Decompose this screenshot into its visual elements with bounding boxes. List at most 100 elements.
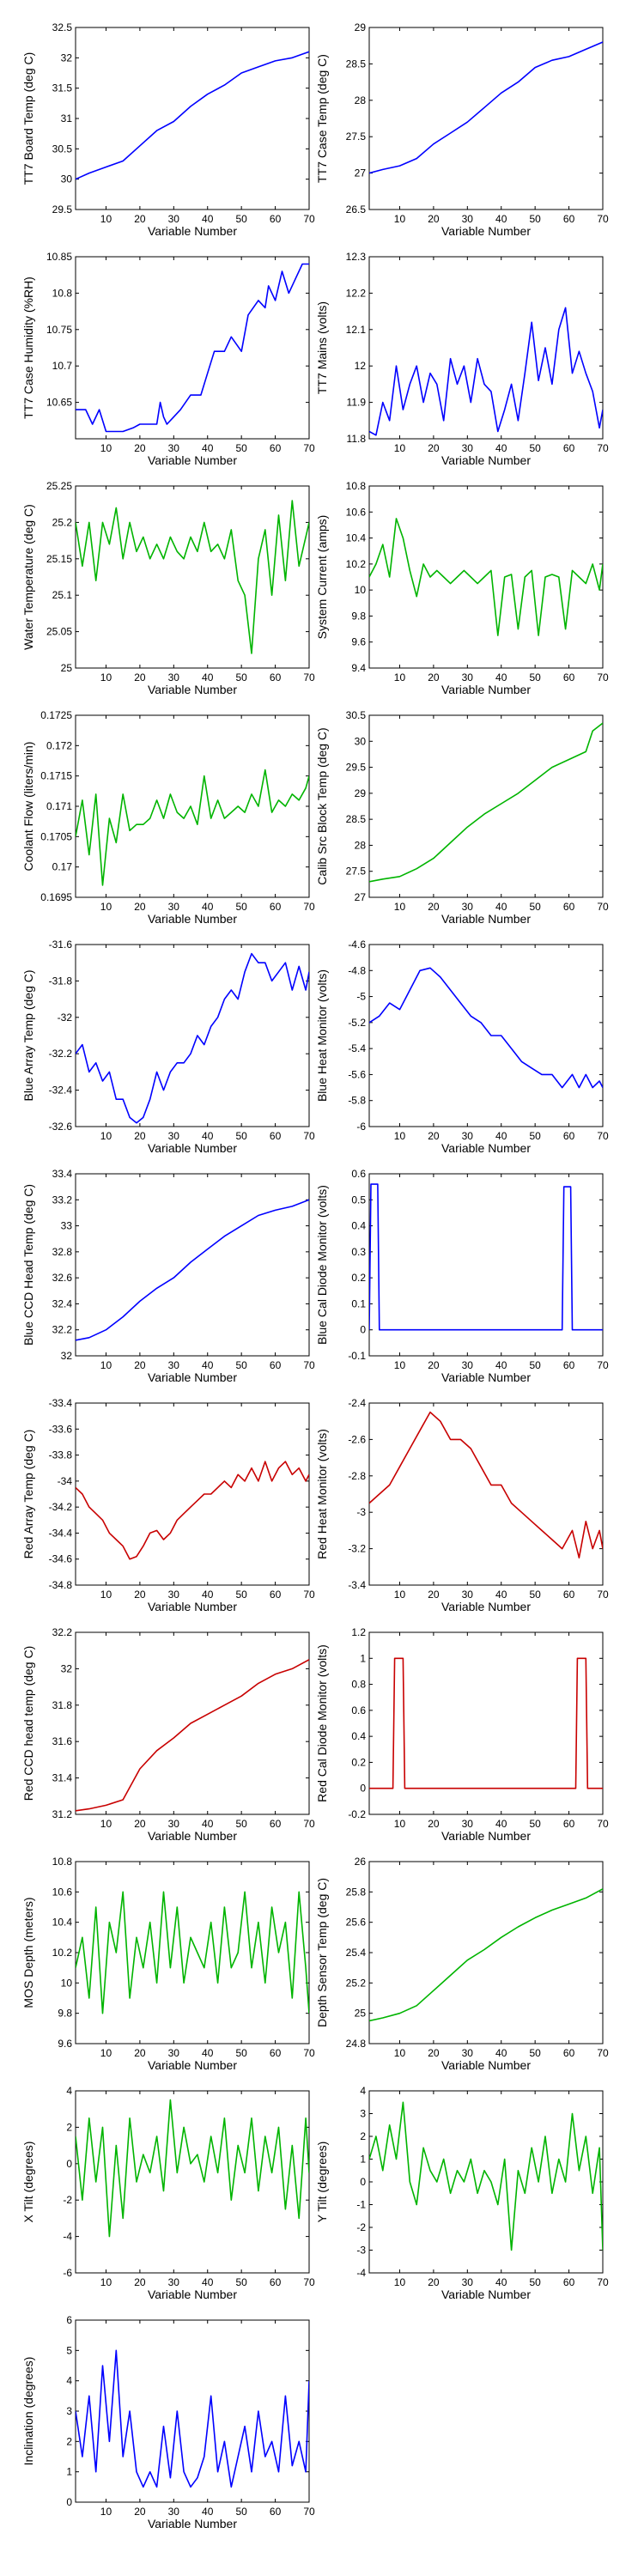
series-line <box>76 51 309 180</box>
y-tick-label: 32.5 <box>52 21 73 33</box>
y-tick-label: 1 <box>360 2154 366 2166</box>
y-tick-label: 27 <box>355 167 367 179</box>
x-tick-label: 70 <box>597 1359 609 1371</box>
y-tick-label: 10 <box>61 1977 73 1989</box>
subplot: 10 20 30 40 50 60 70 27 27.5 28 28.5 29 29.5 30 30.5 Va… <box>315 709 609 926</box>
y-axis-label: Blue Heat Monitor (volts) <box>315 969 329 1102</box>
y-tick-label: 29.5 <box>346 762 367 774</box>
subplot: 10 20 30 40 50 60 70 10.65 10.7 10.75 10.8 10.85 Var… <box>21 251 315 467</box>
x-tick-label: 50 <box>529 2276 541 2288</box>
x-tick-label: 30 <box>168 2047 180 2059</box>
x-tick-label: 30 <box>462 442 474 454</box>
y-tick-label: -3 <box>356 2245 366 2257</box>
y-tick-label: 10.75 <box>46 324 72 336</box>
y-tick-label: 12.2 <box>346 287 367 299</box>
y-tick-label: -34.8 <box>49 1579 73 1591</box>
y-tick-label: 29.5 <box>52 204 73 216</box>
x-tick-label: 10 <box>394 1359 406 1371</box>
series-line <box>76 952 309 1124</box>
x-tick-label: 50 <box>235 1818 247 1830</box>
plot-frame <box>75 714 310 898</box>
x-tick-label: 30 <box>462 1589 474 1601</box>
y-tick-label: 0.1715 <box>40 770 72 782</box>
x-tick-label: 20 <box>428 1359 440 1371</box>
y-axis-label: Coolant Flow (liters/min) <box>21 742 35 872</box>
y-axis-label: Depth Sensor Temp (deg C) <box>315 1878 329 2027</box>
y-tick-label: 6 <box>66 2314 72 2326</box>
y-tick-label: 5 <box>66 2344 72 2356</box>
y-tick-label: -31.6 <box>49 939 73 951</box>
subplot: 10 20 30 40 50 60 70 -3.4 -3.2 -3 -2.8 -2.6 -2.4 Vari… <box>315 1397 609 1613</box>
x-tick-label: 30 <box>168 2506 180 2518</box>
x-tick-label: 40 <box>495 1130 507 1142</box>
x-tick-label: 20 <box>134 1589 146 1601</box>
x-tick-label: 70 <box>303 213 315 225</box>
x-tick-label: 20 <box>428 1818 440 1830</box>
x-tick-label: 10 <box>394 1818 406 1830</box>
subplot: 10 20 30 40 50 60 70 -6 -4 -2 0 2 4 Variable Number X … <box>21 2085 315 2301</box>
x-tick-label: 70 <box>597 901 609 913</box>
x-tick-label: 30 <box>168 2276 180 2288</box>
x-tick-label: 20 <box>428 2276 440 2288</box>
y-tick-label: 25.2 <box>52 516 73 528</box>
y-tick-label: 32 <box>61 52 73 64</box>
y-tick-label: -6 <box>356 1121 366 1133</box>
y-axis-label: Blue CCD Head Temp (deg C) <box>21 1184 35 1346</box>
y-tick-label: 26.5 <box>346 204 367 216</box>
x-axis-label: Variable Number <box>148 2287 237 2301</box>
x-tick-label: 10 <box>100 2047 112 2059</box>
x-tick-label: 70 <box>303 442 315 454</box>
y-tick-label: -32 <box>58 1012 73 1024</box>
x-tick-label: 20 <box>134 213 146 225</box>
y-tick-label: 0.171 <box>46 800 72 812</box>
x-tick-label: 60 <box>563 442 575 454</box>
series-line <box>369 967 603 1089</box>
y-tick-label: 4 <box>66 2085 72 2097</box>
plot-frame <box>75 1173 310 1357</box>
y-tick-label: -2.6 <box>348 1433 366 1445</box>
x-tick-label: 20 <box>134 442 146 454</box>
x-tick-label: 20 <box>134 901 146 913</box>
subplot: 10 20 30 40 50 60 70 0 1 2 3 4 5 6 Variable Number Incl… <box>21 2314 315 2530</box>
x-tick-label: 70 <box>597 1130 609 1142</box>
y-tick-label: 0.2 <box>351 1756 366 1768</box>
y-axis-label: X Tilt (degrees) <box>21 2142 35 2223</box>
y-axis-label: Blue Array Temp (deg C) <box>21 969 35 1101</box>
x-tick-label: 70 <box>303 1589 315 1601</box>
x-tick-label: 60 <box>270 2506 282 2518</box>
x-axis-label: Variable Number <box>441 912 531 926</box>
x-tick-label: 10 <box>394 442 406 454</box>
plot-frame <box>368 944 604 1127</box>
x-tick-label: 60 <box>270 1130 282 1142</box>
x-tick-label: 40 <box>495 442 507 454</box>
x-tick-label: 20 <box>134 1818 146 1830</box>
y-tick-label: 4 <box>360 2085 366 2097</box>
y-tick-label: -34 <box>58 1475 73 1487</box>
series-line <box>369 1183 603 1331</box>
x-tick-label: 70 <box>303 671 315 683</box>
plot-frame <box>368 1173 604 1357</box>
x-tick-label: 50 <box>235 213 247 225</box>
subplot: 10 20 30 40 50 60 70 -34.8 -34.6 -34.4 -34.2 -34 -33… <box>21 1397 315 1613</box>
y-tick-label: 10.7 <box>52 360 73 372</box>
subplot: 10 20 30 40 50 60 70 -32.6 -32.4 -32.2 -32 -31.8 -31… <box>21 939 315 1155</box>
y-tick-label: 4 <box>66 2375 72 2387</box>
x-tick-label: 50 <box>235 2276 247 2288</box>
x-tick-label: 20 <box>134 671 146 683</box>
x-tick-label: 30 <box>462 2276 474 2288</box>
y-tick-label: 9.8 <box>351 610 366 622</box>
y-tick-label: -33.6 <box>49 1423 73 1435</box>
x-tick-label: 60 <box>270 213 282 225</box>
subplot: 10 20 30 40 50 60 70 25 25.05 25.1 25.15 25.2 25.25 V… <box>21 480 315 696</box>
subplot: 10 20 30 40 50 60 70 -6 -5.8 -5.6 -5.4 -5.2 -5 -4.8 -4… <box>315 939 609 1155</box>
y-axis-label: MOS Depth (meters) <box>21 1897 35 2008</box>
x-tick-label: 30 <box>168 442 180 454</box>
x-tick-label: 30 <box>168 1818 180 1830</box>
x-tick-label: 10 <box>394 901 406 913</box>
x-tick-label: 30 <box>462 213 474 225</box>
y-tick-label: -31.8 <box>49 975 73 987</box>
y-tick-label: -34.4 <box>49 1527 73 1539</box>
series-line <box>369 1411 603 1558</box>
x-tick-label: 10 <box>100 1589 112 1601</box>
series-line <box>369 307 603 436</box>
